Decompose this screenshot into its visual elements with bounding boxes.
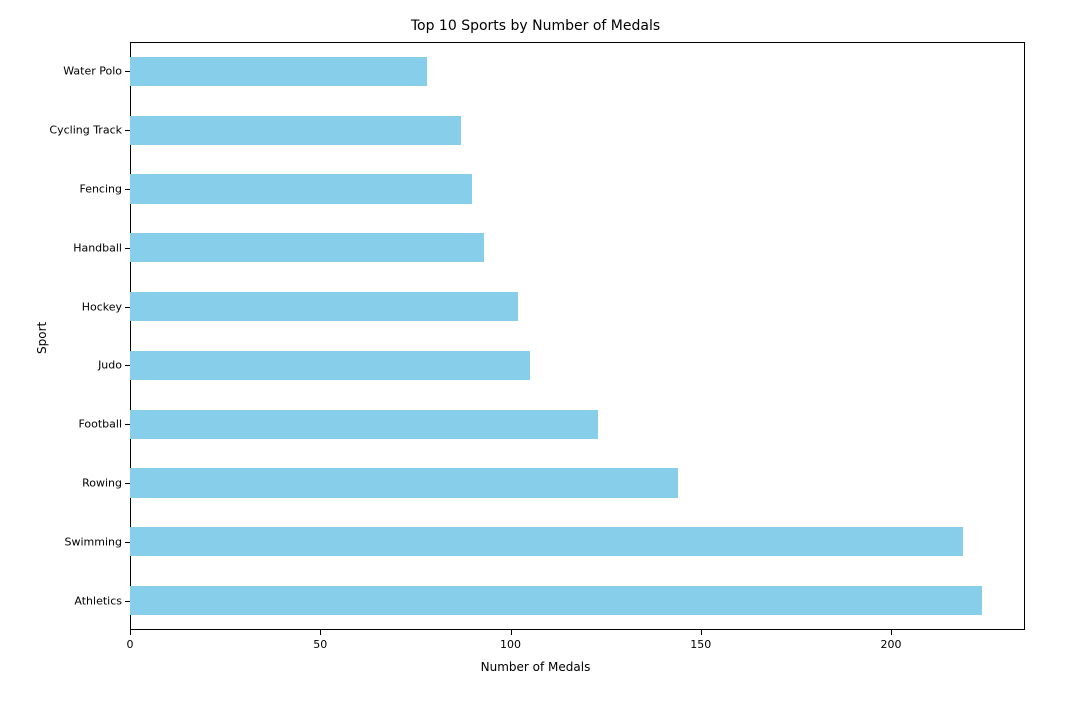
- xtick-mark: [891, 630, 892, 635]
- ytick-label: Swimming: [65, 535, 122, 548]
- xtick-label: 150: [690, 638, 711, 651]
- ytick-label: Hockey: [82, 300, 122, 313]
- x-axis-label: Number of Medals: [0, 660, 1071, 674]
- xtick-mark: [320, 630, 321, 635]
- ytick-label: Cycling Track: [49, 124, 122, 137]
- ytick-label: Fencing: [79, 183, 122, 196]
- ytick-label: Football: [78, 418, 122, 431]
- bar: [130, 351, 530, 380]
- y-axis-label: Sport: [35, 322, 49, 354]
- bar: [130, 233, 484, 262]
- bar: [130, 527, 963, 556]
- xtick-label: 100: [500, 638, 521, 651]
- xtick-label: 200: [881, 638, 902, 651]
- ytick-label: Athletics: [74, 594, 122, 607]
- bar: [130, 410, 598, 439]
- xtick-label: 50: [313, 638, 327, 651]
- ytick-label: Rowing: [82, 477, 122, 490]
- xtick-mark: [701, 630, 702, 635]
- xtick-mark: [511, 630, 512, 635]
- xtick-mark: [130, 630, 131, 635]
- ytick-label: Judo: [98, 359, 122, 372]
- bar: [130, 174, 472, 203]
- bar: [130, 586, 982, 615]
- bar: [130, 468, 678, 497]
- xtick-label: 0: [127, 638, 134, 651]
- figure: Top 10 Sports by Number of Medals Number…: [0, 0, 1071, 701]
- ytick-label: Handball: [73, 241, 122, 254]
- ytick-label: Water Polo: [63, 65, 122, 78]
- chart-title: Top 10 Sports by Number of Medals: [0, 18, 1071, 34]
- bar: [130, 116, 461, 145]
- bar: [130, 57, 427, 86]
- bar: [130, 292, 518, 321]
